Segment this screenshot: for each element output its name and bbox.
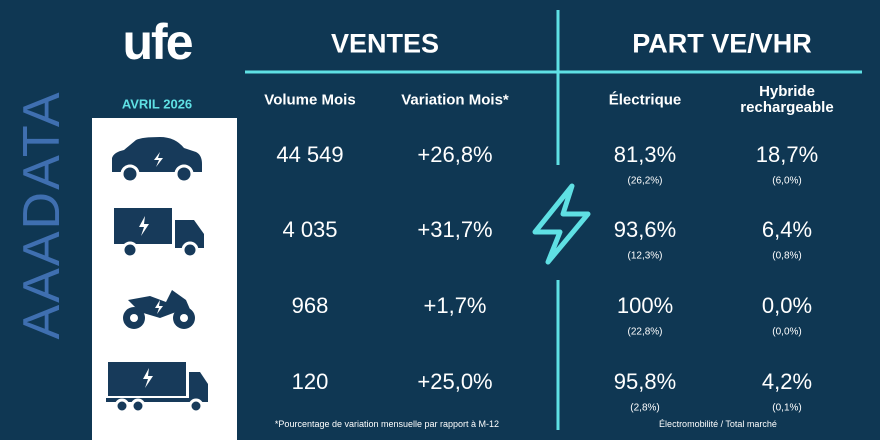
share-electric: 95,8% (613, 369, 677, 394)
share-hybrid: 18,7% (755, 142, 819, 167)
column-header: Variation Mois* (401, 91, 509, 109)
volume: 120 (291, 369, 329, 394)
column-header: Hybride rechargeable (740, 83, 834, 116)
variation: +26,8% (417, 142, 493, 167)
car-icon (112, 137, 202, 184)
lightning-icon (532, 183, 591, 265)
share-electric-total: (2,8%) (630, 402, 660, 414)
share-electric: 93,6% (613, 217, 677, 242)
share-hybrid-total: (0,0%) (772, 326, 802, 338)
section-title: VENTES (330, 28, 440, 59)
logo: ufe (122, 14, 194, 70)
share-electric: 81,3% (613, 142, 677, 167)
volume: 44 549 (276, 142, 344, 167)
share-hybrid-total: (6,0%) (772, 175, 802, 187)
volume: 968 (291, 293, 329, 318)
footnote: *Pourcentage de variation mensuelle par … (274, 419, 500, 429)
column-header: Volume Mois (264, 91, 356, 109)
share-hybrid: 6,4% (761, 217, 813, 242)
share-hybrid: 4,2% (761, 369, 813, 394)
share-hybrid-total: (0,8%) (772, 250, 802, 262)
share-electric-total: (26,2%) (627, 175, 663, 187)
lorry-icon (106, 362, 208, 414)
share-hybrid: 0,0% (761, 293, 813, 318)
share-electric-total: (22,8%) (627, 326, 663, 338)
variation: +1,7% (423, 293, 487, 318)
brand: AAADATA (13, 90, 71, 340)
period: AVRIL 2026 (121, 96, 193, 112)
share-electric-total: (12,3%) (627, 250, 663, 262)
volume: 4 035 (282, 217, 338, 242)
share-electric: 100% (616, 293, 674, 318)
variation: +31,7% (417, 217, 493, 242)
section-title: PART VE/VHR (632, 28, 812, 59)
share-hybrid-total: (0,1%) (772, 402, 802, 414)
motorcycle-icon (123, 290, 195, 329)
variation: +25,0% (417, 369, 493, 394)
footnote: Électromobilité / Total marché (659, 419, 777, 429)
column-header: Électrique (608, 91, 682, 109)
truck-icon (114, 208, 204, 259)
